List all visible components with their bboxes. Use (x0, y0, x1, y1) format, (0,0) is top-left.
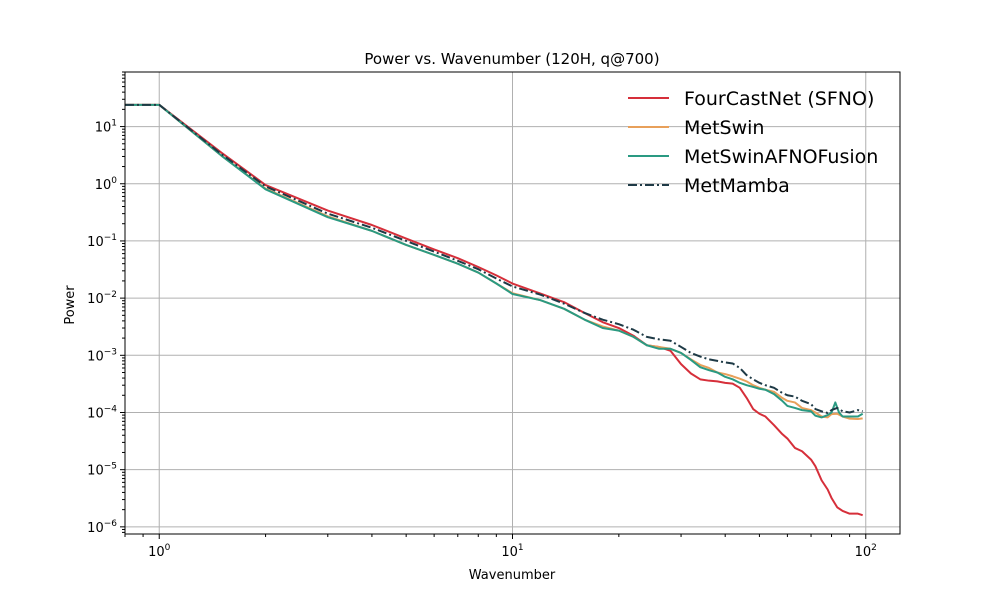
y-tick-label: 10−3 (87, 347, 117, 364)
x-tick-label: 102 (855, 543, 877, 560)
series-lines (125, 103, 864, 517)
y-tick-label: 10−5 (87, 462, 117, 479)
legend-label: MetSwin (684, 117, 764, 139)
legend-label: MetMamba (684, 175, 790, 197)
plot-frame (124, 71, 901, 535)
y-tick-label: 10−1 (87, 233, 117, 250)
x-axis-ticks: 100 101 102 (148, 534, 877, 560)
series-line-metswinafnofusion (125, 103, 864, 419)
legend-label: FourCastNet (SFNO) (684, 88, 874, 110)
minor-ticks (122, 71, 851, 537)
chart-title: Power vs. Wavenumber (120H, q@700) (364, 50, 659, 68)
y-tick-label: 100 (95, 176, 118, 193)
x-tick-label: 100 (148, 543, 171, 560)
y-axis-label: Power (63, 285, 78, 325)
grid-lines (125, 72, 900, 534)
series-line-metmamba (125, 103, 863, 414)
series-line-fourcastnet-sfno (125, 103, 863, 517)
y-axis-ticks: 10−6 10−5 10−4 10−3 10−2 10−1 100 101 (87, 119, 125, 536)
y-tick-label: 10−4 (87, 404, 117, 421)
x-tick-label: 101 (501, 543, 523, 560)
y-tick-label: 10−2 (87, 290, 117, 307)
legend: FourCastNet (SFNO) MetSwin MetSwinAFNOFusi… (628, 88, 878, 197)
y-tick-label: 101 (95, 119, 117, 136)
y-tick-label: 10−6 (87, 519, 117, 536)
x-axis-label: Wavenumber (469, 568, 556, 583)
legend-label: MetSwinAFNOFusion (684, 146, 878, 168)
